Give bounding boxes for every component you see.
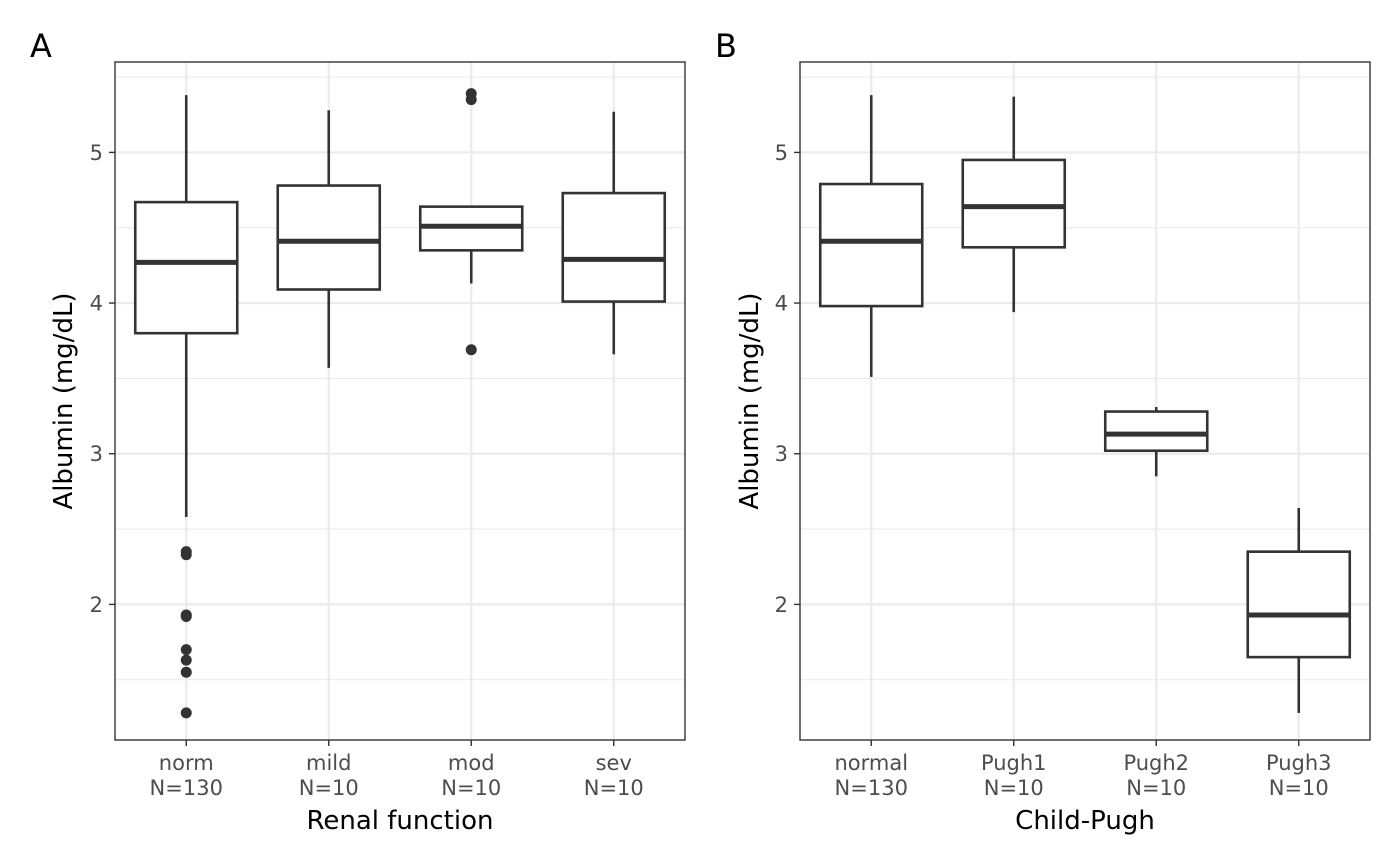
x-tick-label: sev	[596, 751, 632, 775]
iqr-box	[133, 200, 239, 335]
y-tick-label: 5	[90, 141, 103, 165]
x-tick-label: Pugh3	[1266, 751, 1332, 775]
y-tick-label: 2	[775, 593, 788, 617]
x-tick-count-label: N=10	[584, 776, 644, 800]
box-group-pugh2	[1103, 407, 1209, 477]
x-tick-label: mild	[306, 751, 351, 775]
panel-label: A	[30, 27, 52, 65]
x-tick-label: Pugh2	[1123, 751, 1189, 775]
outlier-point	[180, 644, 192, 656]
x-tick-count-label: N=10	[299, 776, 359, 800]
panel-a: A2345normN=130mildN=10modN=10sevN=10Rena…	[30, 27, 686, 836]
y-tick-label: 4	[775, 292, 788, 316]
x-axis-title: Renal function	[306, 806, 493, 836]
y-tick-label: 2	[90, 593, 103, 617]
y-axis-title: Albumin (mg/dL)	[735, 292, 765, 509]
x-tick-count-label: N=130	[150, 776, 223, 800]
iqr-box	[1103, 410, 1209, 453]
iqr-box	[276, 184, 382, 291]
iqr-box	[961, 158, 1067, 249]
outlier-point	[465, 94, 477, 106]
x-axis-title: Child-Pugh	[1015, 806, 1155, 836]
iqr-box	[561, 191, 667, 303]
outlier-point	[180, 707, 192, 719]
box-group-mod	[418, 88, 524, 356]
x-tick-count-label: N=10	[441, 776, 501, 800]
box-group-pugh1	[961, 96, 1067, 313]
panel-b: B2345normalN=130Pugh1N=10Pugh2N=10Pugh3N…	[715, 27, 1371, 836]
x-tick-count-label: N=10	[1269, 776, 1329, 800]
x-tick-label: Pugh1	[981, 751, 1047, 775]
y-tick-label: 3	[775, 442, 788, 466]
x-tick-count-label: N=10	[984, 776, 1044, 800]
x-tick-label: normal	[834, 751, 908, 775]
box-group-normal	[818, 95, 924, 377]
x-tick-count-label: N=130	[835, 776, 908, 800]
x-tick-count-label: N=10	[1126, 776, 1186, 800]
y-tick-label: 3	[90, 442, 103, 466]
iqr-box	[818, 182, 924, 308]
panel-label: B	[715, 27, 737, 65]
panel-border	[799, 61, 1371, 741]
box-group-mild	[276, 110, 382, 368]
iqr-box	[1246, 550, 1352, 659]
outlier-point	[180, 666, 192, 678]
outlier-point	[465, 344, 477, 356]
x-tick-label: norm	[159, 751, 214, 775]
panel-border	[114, 61, 686, 741]
y-tick-label: 4	[90, 292, 103, 316]
y-tick-label: 5	[775, 141, 788, 165]
box-group-sev	[561, 111, 667, 355]
box-group-pugh3	[1246, 507, 1352, 713]
outlier-point	[180, 654, 192, 666]
outlier-point	[180, 610, 192, 622]
x-tick-label: mod	[448, 751, 495, 775]
outlier-point	[180, 549, 192, 561]
box-group-norm	[133, 95, 239, 719]
y-axis-title: Albumin (mg/dL)	[49, 292, 79, 509]
